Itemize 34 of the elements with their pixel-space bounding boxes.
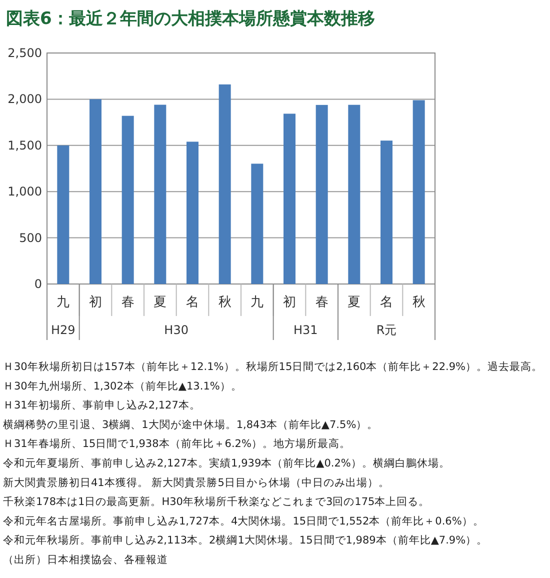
annotation: 令和元年夏場所、事前申し込み2,127本。実績1,939本（前年比▲0.2%）。横綱白鵬休場。	[3, 458, 450, 470]
annotation: Ｈ31年春場所、15日間で1,938本（前年比＋6.2%）。地方場所最高。	[3, 438, 350, 450]
x-tick-label: 夏	[348, 295, 361, 310]
x-tick-label: 九	[56, 295, 70, 310]
x-tick-label: 名	[186, 295, 199, 310]
y-tick-label: 1,000	[8, 184, 42, 199]
annotation: 新大関貴景勝初日41本獲得。 新大関貴景勝5日目から休場（中日のみ出場）。	[3, 476, 390, 489]
annotation: 令和元年秋場所。事前申し込み2,113本。2横綱1大関休場。15日間で1,989本（前年比▲7.9%）。	[3, 534, 488, 547]
annotation: 令和元年名古屋場所。事前申し込み1,727本。4大関休場。15日間で1,552本（前年比＋0.6%）。	[3, 515, 484, 528]
title: 図表6：最近２年間の大相撲本場所懸賞本数推移	[6, 9, 375, 29]
x-tick-label: 名	[380, 295, 393, 310]
x-tick-label: 九	[250, 295, 264, 310]
annotation: H30	[164, 323, 188, 337]
x-tick-label: 春	[315, 295, 328, 310]
x-tick-label: 初	[283, 295, 296, 310]
annotation: R元	[376, 323, 397, 337]
annotation: Ｈ31年初場所、事前申し込み2,127本。	[3, 400, 200, 412]
x-tick-label: 初	[89, 295, 102, 310]
y-tick-label: 500	[19, 230, 42, 245]
annotation: （出所）日本相撲協会、各種報道	[3, 554, 168, 566]
x-tick-label: 春	[121, 295, 134, 310]
y-tick-label: 0	[34, 277, 42, 291]
x-tick-label: 秋	[412, 295, 426, 310]
annotation: 千秋楽178本は1日の最高更新。H30年秋場所千秋楽などこれまで3回の175本上回る。	[3, 496, 430, 508]
annotation: H29	[51, 323, 76, 337]
annotation: Ｈ30年九州場所、1,302本（前年比▲13.1%）。	[3, 380, 242, 392]
y-tick-label: 2,500	[8, 46, 42, 60]
annotation: H31	[294, 323, 318, 337]
y-tick-label: 2,000	[8, 92, 42, 106]
x-tick-label: 夏	[154, 295, 167, 310]
x-tick-label: 秋	[218, 295, 232, 310]
annotation: Ｈ30年秋場所初日は157本（前年比＋12.1%）。秋場所15日間では2,160本（前年比＋22.9%）。過去最高。	[3, 361, 543, 373]
annotation: 横綱稀勢の里引退、3横綱、1大関が途中休場。1,843本（前年比▲7.5%）。	[3, 418, 378, 431]
y-tick-label: 1,500	[8, 138, 42, 152]
